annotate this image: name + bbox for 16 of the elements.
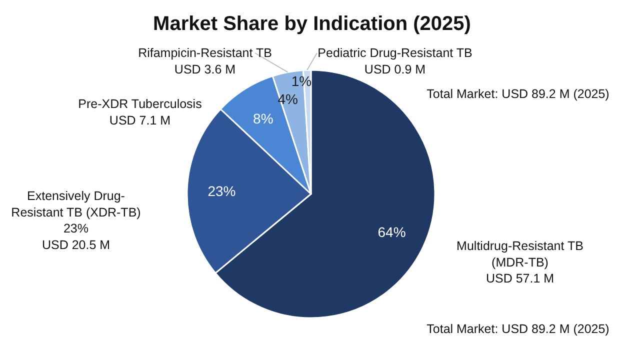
data-label: 23% [208,183,236,200]
data-label: 8% [253,110,274,127]
slice-label: Pre-XDR Tuberculosis [78,97,202,111]
text: USD 3.6 M [174,62,236,76]
text: USD 7.1 M [109,113,171,128]
data-label: 64% [378,224,406,240]
text: Total Market: USD 89.2 M (2025) [426,322,610,336]
slice-label: Rifampicin-Resistant TB [138,46,272,60]
text: USD 57.1 M [486,272,554,286]
slice-label: Pediatric Drug-Resistant TB [318,46,472,60]
slice-label: Multidrug-Resistant TB (MDR-TB) [456,239,584,270]
text: Total Market: USD 89.2 M (2025) [426,87,610,101]
slice-label: Extensively Drug- Resistant TB (XDR-TB) [11,189,141,220]
text: 23% USD 20.5 M [42,222,110,252]
chart-title: Market Share by Indication (2025) [153,13,471,35]
text: USD 0.9 M [364,62,426,76]
